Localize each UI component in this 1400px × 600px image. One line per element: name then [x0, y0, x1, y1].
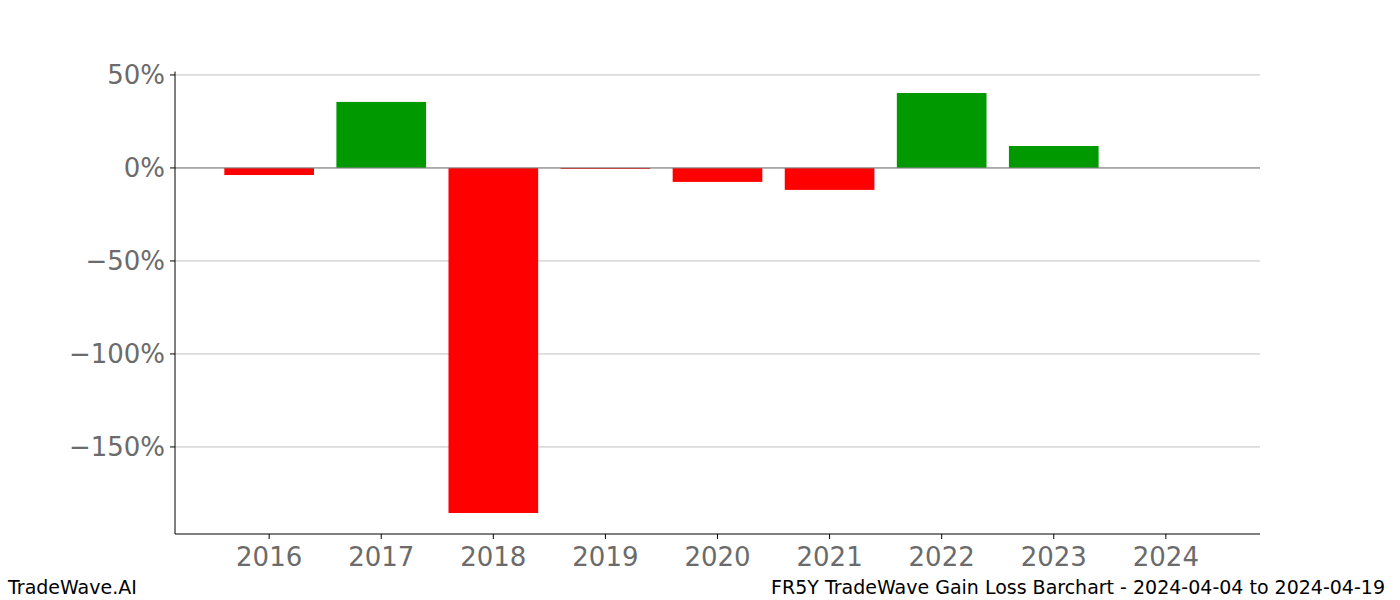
y-tick-label: −150% [69, 432, 165, 462]
y-axis-line [175, 72, 176, 534]
x-tick [941, 534, 942, 539]
x-tick-label: 2021 [797, 542, 863, 572]
x-tick [1165, 534, 1166, 539]
x-tick [493, 534, 494, 539]
y-tick-label: 50% [107, 60, 165, 90]
x-tick [381, 534, 382, 539]
grid-line [175, 167, 1260, 168]
grid-line [175, 260, 1260, 261]
title: FR5Y TradeWave Gain Loss Barchart - 2024… [771, 576, 1385, 598]
y-tick-label: 0% [124, 153, 165, 183]
x-tick-label: 2016 [236, 542, 302, 572]
bar [673, 168, 763, 182]
x-tick-label: 2018 [460, 542, 526, 572]
x-tick [717, 534, 718, 539]
bar [1009, 146, 1099, 168]
y-tick [170, 446, 175, 447]
y-tick [170, 260, 175, 261]
x-tick-label: 2023 [1021, 542, 1087, 572]
x-tick-label: 2017 [348, 542, 414, 572]
y-tick [170, 353, 175, 354]
bar [897, 93, 987, 168]
bar [336, 102, 426, 168]
bar [224, 168, 314, 175]
bar [448, 168, 538, 513]
x-tick [1053, 534, 1054, 539]
bars [224, 93, 1098, 513]
y-tick-label: −50% [85, 246, 165, 276]
x-tick-label: 2019 [572, 542, 638, 572]
grid-line [175, 446, 1260, 447]
x-tick-label: 2020 [684, 542, 750, 572]
x-tick-label: 2024 [1133, 542, 1199, 572]
bar [785, 168, 875, 190]
y-tick [170, 167, 175, 168]
annotation: TradeWave.AI [7, 576, 137, 598]
x-tick [605, 534, 606, 539]
x-tick [269, 534, 270, 539]
baseline [175, 167, 1260, 168]
chart: 50% 0% −50% −100% −150% 2016 2017 2018 2019 2020 2… [0, 0, 1400, 600]
x-tick [829, 534, 830, 539]
y-tick-label: −100% [69, 339, 165, 369]
grid-line [175, 353, 1260, 354]
grid-line [175, 74, 1260, 75]
x-tick-label: 2022 [909, 542, 975, 572]
y-tick [170, 74, 175, 75]
